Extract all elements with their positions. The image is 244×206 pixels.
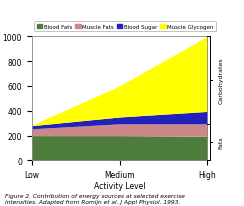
Text: Fats: Fats xyxy=(218,136,223,149)
Legend: Blood Fats, Muscle Fats, Blood Sugar, Muscle Glycogen: Blood Fats, Muscle Fats, Blood Sugar, Mu… xyxy=(34,22,216,32)
Text: Figure 2. Contribution of energy sources at selected exercise
intensities. Adapt: Figure 2. Contribution of energy sources… xyxy=(5,193,185,204)
Text: Carbohydrates: Carbohydrates xyxy=(218,57,223,104)
X-axis label: Activity Level: Activity Level xyxy=(94,181,145,190)
